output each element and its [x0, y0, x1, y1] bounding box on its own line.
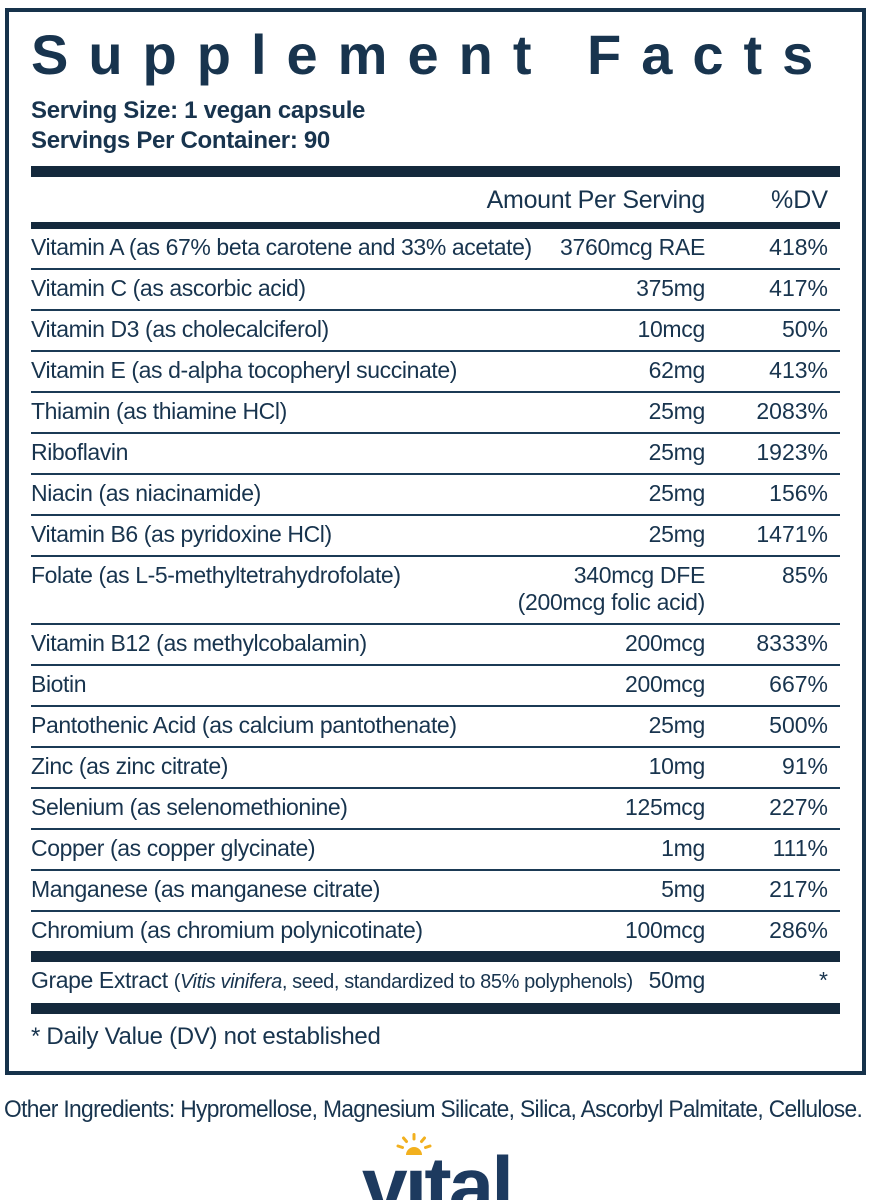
nutrient-dv: 50%: [781, 316, 828, 342]
divider-thick-before-grape: [31, 951, 840, 962]
serving-size: Serving Size: 1 vegan capsule: [31, 97, 366, 124]
nutrient-amount: 1mg: [661, 835, 705, 861]
divider-thick-before-footnote: [31, 1003, 840, 1014]
divider-header-bottom: [31, 222, 840, 229]
grape-name-main: Grape Extract: [31, 967, 174, 993]
nutrient-dv: 111%: [772, 835, 828, 861]
nutrient-amount: 10mg: [648, 753, 706, 779]
nutrient-row: Biotin 200mcg 667%: [31, 666, 840, 707]
nutrient-name: Vitamin B12 (as methylcobalamin): [31, 630, 367, 656]
nutrient-row: Selenium (as selenomethionine) 125mcg 22…: [31, 789, 840, 830]
nutrient-amount: 5mg: [661, 876, 705, 902]
nutrient-name: Folate (as L-5-methyltetrahydrofolate): [31, 562, 401, 588]
sun-icon: [396, 1133, 432, 1155]
nutrient-row: Vitamin A (as 67% beta carotene and 33% …: [31, 229, 840, 270]
logo-letters-tal: tal: [424, 1141, 514, 1200]
nutrient-dv: 217%: [769, 876, 828, 902]
nutrient-amount: 50mg: [648, 967, 706, 993]
grape-extract-row: Grape Extract (Vitis vinifera, seed, sta…: [31, 962, 840, 1003]
nutrient-dv: 2083%: [756, 398, 828, 424]
nutrient-dv: 91%: [781, 753, 828, 779]
nutrient-row: Chromium (as chromium polynicotinate) 10…: [31, 912, 840, 951]
nutrient-amount: 200mcg: [624, 630, 705, 656]
column-header-amount: Amount Per Serving: [486, 186, 706, 214]
column-header-dv: %DV: [771, 186, 828, 214]
nutrient-name: Vitamin A (as 67% beta carotene and 33% …: [31, 234, 532, 260]
nutrient-dv: *: [819, 967, 828, 993]
dv-footnote: * Daily Value (DV) not established: [31, 1023, 381, 1050]
servings-per-container: Servings Per Container: 90: [31, 127, 330, 154]
nutrient-amount: 125mcg: [624, 794, 705, 820]
grape-latin-name: Vitis vinifera: [179, 971, 282, 993]
nutrient-name: Vitamin E (as d-alpha tocopheryl succina…: [31, 357, 457, 383]
grape-name-note: (Vitis vinifera, seed, standardized to 8…: [173, 971, 633, 993]
nutrient-row: Zinc (as zinc citrate) 10mg 91%: [31, 748, 840, 789]
nutrient-row: Vitamin D3 (as cholecalciferol) 10mcg 50…: [31, 311, 840, 352]
nutrient-name: Copper (as copper glycinate): [31, 835, 316, 861]
nutrient-row: Vitamin C (as ascorbic acid) 375mg 417%: [31, 270, 840, 311]
nutrient-name: Pantothenic Acid (as calcium pantothenat…: [31, 712, 457, 738]
nutrient-amount: 3760mcg RAE: [560, 234, 705, 260]
nutrient-dv: 85%: [781, 562, 828, 588]
nutrient-amount: 25mg: [648, 480, 706, 506]
nutrient-name: Niacin (as niacinamide): [31, 480, 261, 506]
nutrient-dv: 156%: [769, 480, 828, 506]
divider-thick-top: [31, 166, 840, 177]
nutrient-row: Vitamin E (as d-alpha tocopheryl succina…: [31, 352, 840, 393]
nutrient-dv: 500%: [769, 712, 828, 738]
nutrient-row: Vitamin B6 (as pyridoxine HCl) 25mg 1471…: [31, 516, 840, 557]
nutrient-dv: 413%: [769, 357, 828, 383]
nutrient-row: Copper (as copper glycinate) 1mg 111%: [31, 830, 840, 871]
nutrient-name: Vitamin B6 (as pyridoxine HCl): [31, 521, 332, 547]
nutrient-name: Riboflavin: [31, 439, 128, 465]
nutrient-amount: 340mcg DFE (200mcg folic acid): [517, 562, 706, 615]
nutrient-rows: Vitamin A (as 67% beta carotene and 33% …: [31, 229, 840, 951]
nutrient-dv: 286%: [769, 917, 828, 943]
nutrient-name: Manganese (as manganese citrate): [31, 876, 381, 902]
nutrient-amount: 25mg: [648, 712, 706, 738]
column-header-row: Amount Per Serving %DV: [31, 177, 840, 222]
other-ingredients: Other Ingredients: Hypromellose, Magnesi…: [4, 1096, 863, 1123]
nutrient-amount: 200mcg: [624, 671, 705, 697]
nutrient-name: Vitamin D3 (as cholecalciferol): [31, 316, 329, 342]
nutrient-name: Biotin: [31, 671, 87, 697]
nutrient-amount: 25mg: [648, 439, 706, 465]
nutrient-dv: 417%: [769, 275, 828, 301]
nutrient-dv: 227%: [769, 794, 828, 820]
nutrient-dv: 8333%: [756, 630, 828, 656]
nutrient-row: Pantothenic Acid (as calcium pantothenat…: [31, 707, 840, 748]
nutrient-name: Zinc (as zinc citrate): [31, 753, 228, 779]
nutrient-dv: 1923%: [756, 439, 828, 465]
nutrient-amount: 62mg: [648, 357, 706, 383]
nutrient-amount: 25mg: [648, 521, 706, 547]
logo-letter-v: v: [361, 1141, 408, 1200]
nutrient-name: Thiamin (as thiamine HCl): [31, 398, 287, 424]
nutrient-row: Thiamin (as thiamine HCl) 25mg 2083%: [31, 393, 840, 434]
panel-title: Supplement Facts: [31, 23, 834, 86]
nutrient-amount: 100mcg: [624, 917, 705, 943]
nutrient-amount: 375mg: [636, 275, 705, 301]
nutrient-row: Folate (as L-5-methyltetrahydrofolate) 3…: [31, 557, 840, 625]
nutrient-dv: 1471%: [756, 521, 828, 547]
nutrient-row: Vitamin B12 (as methylcobalamin) 200mcg …: [31, 625, 840, 666]
nutrient-dv: 667%: [769, 671, 828, 697]
supplement-facts-panel: Supplement Facts Serving Size: 1 vegan c…: [5, 8, 866, 1075]
nutrient-name: Chromium (as chromium polynicotinate): [31, 917, 423, 943]
nutrient-row: Manganese (as manganese citrate) 5mg 217…: [31, 871, 840, 912]
nutrient-name: Selenium (as selenomethionine): [31, 794, 348, 820]
logo-letter-i: ı: [396, 1133, 432, 1200]
nutrient-dv: 418%: [769, 234, 828, 260]
logo-wordmark: v ıtal: [361, 1133, 514, 1200]
nutrient-name: Vitamin C (as ascorbic acid): [31, 275, 306, 301]
nutrient-amount: 25mg: [648, 398, 706, 424]
nutrient-row: Niacin (as niacinamide) 25mg 156%: [31, 475, 840, 516]
nutrient-amount: 10mcg: [637, 316, 705, 342]
nutrient-name: Grape Extract (Vitis vinifera, seed, sta…: [31, 967, 649, 996]
nutrient-row: Riboflavin 25mg 1923%: [31, 434, 840, 475]
